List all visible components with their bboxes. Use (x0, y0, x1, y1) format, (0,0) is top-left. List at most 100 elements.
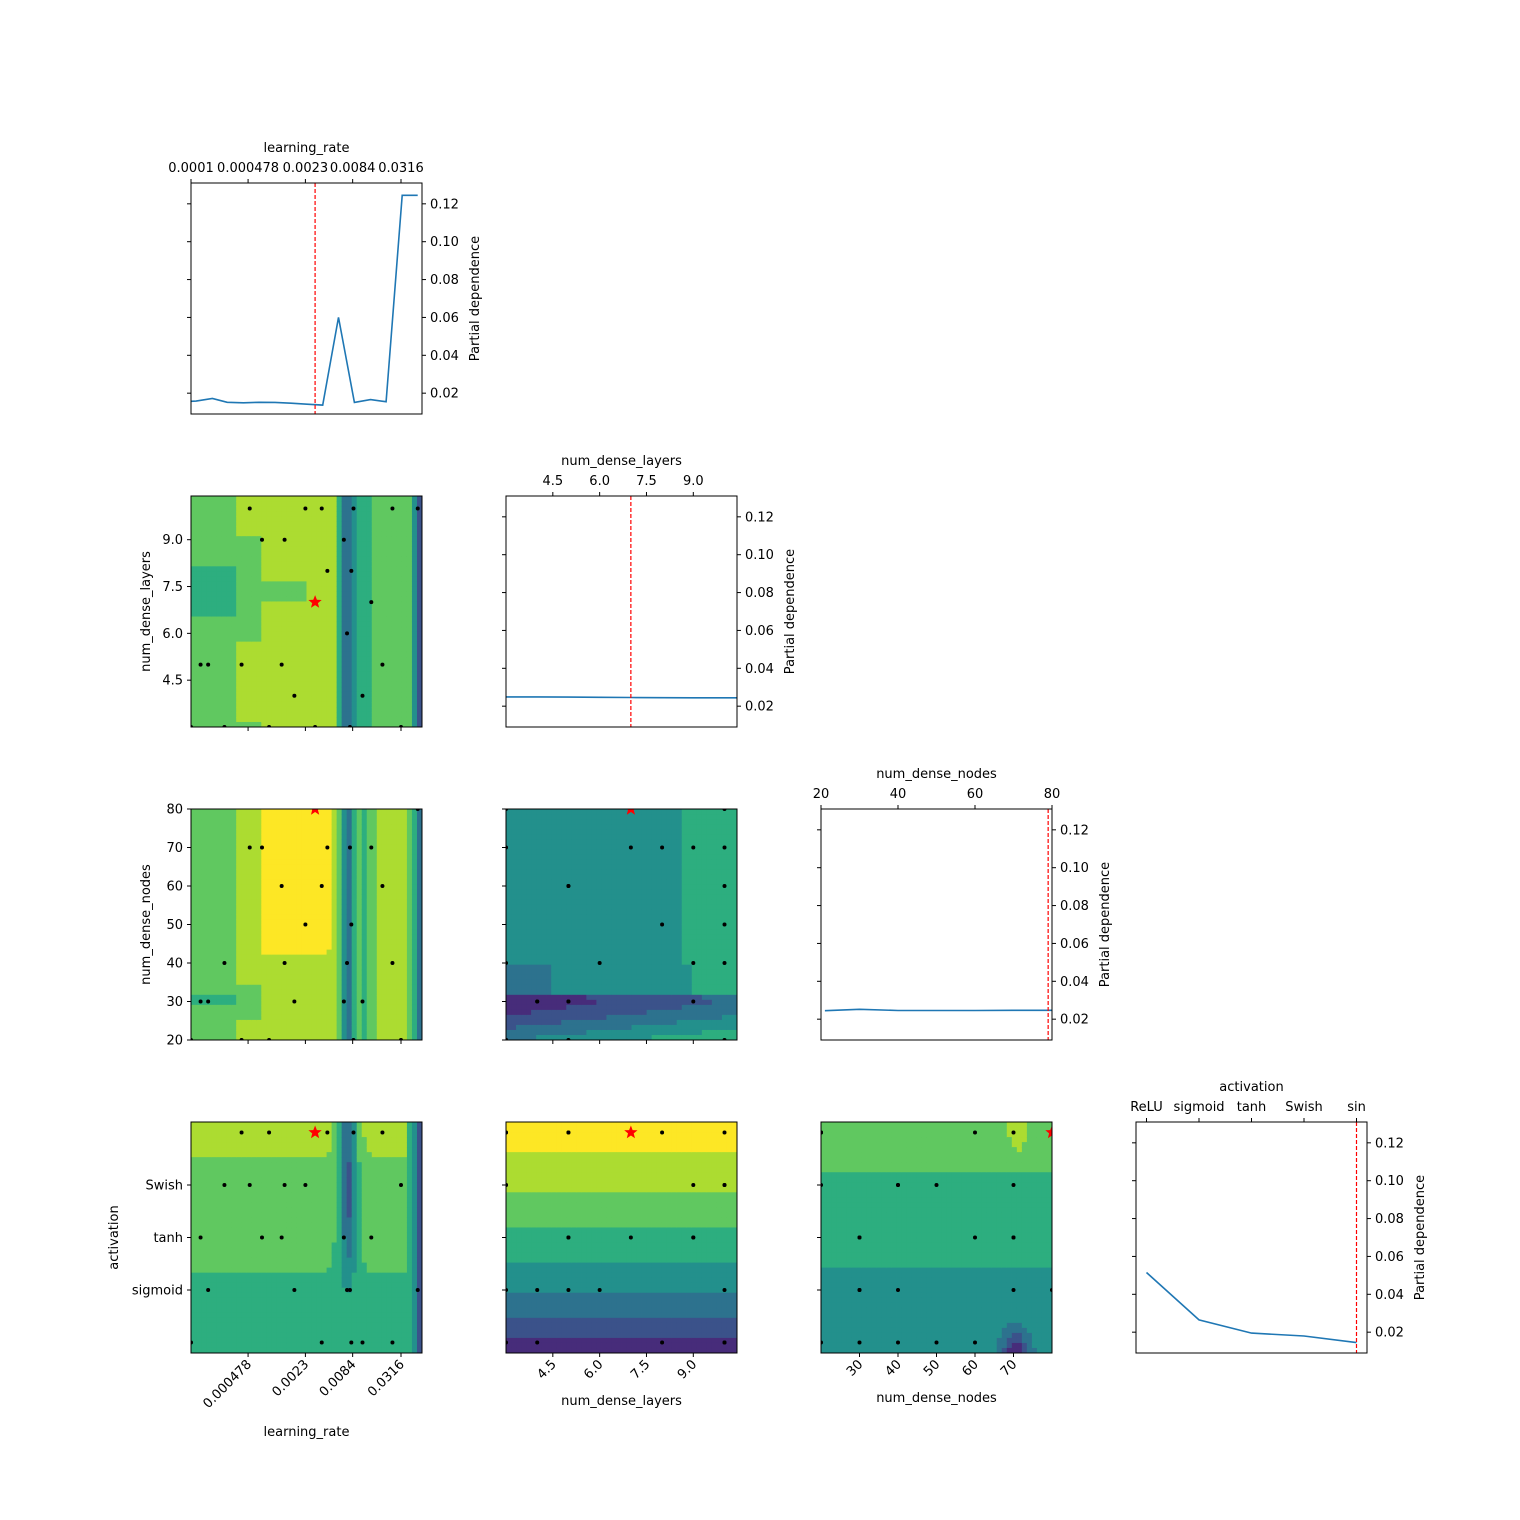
x-tick-label: 0.0316 (378, 161, 424, 176)
sample-point (628, 845, 633, 850)
sample-point (259, 537, 264, 542)
x-tick-label: 60 (967, 787, 984, 802)
y-tick-label: tanh (153, 1231, 183, 1246)
best-point-star (1045, 1125, 1052, 1139)
sample-point (345, 631, 350, 636)
sample-point (628, 1235, 633, 1240)
axes-frame (505, 1121, 738, 1354)
x-tick-label: 30 (844, 1357, 866, 1379)
x-axis-label: num_dense_nodes (876, 1391, 997, 1406)
sample-point (319, 506, 324, 511)
pd-panel-num_dense_nodes: 0.02 0.04 0.06 0.08 0.10 0.12 Partial dependen… (813, 767, 1113, 1041)
sample-point (722, 1288, 727, 1292)
sample-point (206, 662, 211, 667)
sample-point (380, 884, 385, 888)
sample-point (345, 1288, 350, 1292)
sample-point (303, 1183, 308, 1187)
y-tick-label: 0.02 (1375, 1326, 1404, 1341)
y-tick-label: 0.12 (1375, 1136, 1404, 1151)
best-point-star (308, 1125, 322, 1139)
x-tick-label: 80 (1044, 787, 1061, 802)
sample-point (722, 1130, 727, 1135)
best-point-star (311, 809, 320, 815)
sample-point (857, 1235, 862, 1240)
sample-point (691, 999, 696, 1004)
sample-point (303, 506, 308, 511)
y-tick-label: 0.02 (745, 700, 774, 715)
contour-panel-activation-vs-learning_rate: sigmoid tanh Swish activation 0.000478 0.0023… (107, 1121, 423, 1440)
sample-point (282, 961, 287, 965)
x-tick-label: ReLU (1130, 1100, 1163, 1115)
sample-point (722, 961, 727, 965)
sample-point (691, 1235, 696, 1240)
sample-point (369, 1235, 374, 1240)
x-tick-label: sigmoid (1173, 1100, 1224, 1115)
x-axis-label: learning_rate (264, 141, 350, 156)
pd-axis-label: Partial dependence (1413, 1175, 1428, 1300)
sample-point (360, 1340, 365, 1345)
pd-panel-num_dense_layers: 0.02 0.04 0.06 0.08 0.10 0.12 Partial dependen… (502, 454, 798, 728)
sample-point (535, 999, 540, 1004)
y-tick-label: 30 (166, 995, 183, 1010)
sample-point (691, 961, 696, 965)
x-tick-label: sin (1347, 1100, 1366, 1115)
sample-point (351, 506, 356, 511)
sample-point (722, 1340, 727, 1345)
sample-point (660, 845, 665, 850)
y-tick-label: 0.08 (745, 586, 774, 601)
x-axis-label: learning_rate (264, 1425, 350, 1440)
sample-point (857, 1340, 862, 1345)
best-point-star (626, 809, 635, 815)
sample-point (660, 1130, 665, 1135)
sample-point (390, 506, 395, 511)
sample-point (292, 999, 297, 1004)
sample-point (415, 506, 420, 511)
contour-panel-activation-vs-num_dense_layers: 4.5 6.0 7.5 9.0 num_dense_layers (502, 1121, 738, 1409)
axes-frame (190, 182, 423, 415)
sample-point (566, 1288, 571, 1292)
sample-point (341, 1235, 346, 1240)
x-tick-label: 0.0001 (168, 161, 214, 176)
sample-point (349, 568, 354, 573)
sample-point (934, 1340, 939, 1345)
axes-frame (820, 1121, 1053, 1354)
x-tick-label: 20 (813, 787, 830, 802)
sample-point (896, 1340, 900, 1345)
sample-point (325, 568, 330, 573)
x-tick-label: 0.0023 (283, 161, 329, 176)
x-tick-label: 7.5 (628, 1357, 653, 1382)
y-tick-label: 0.06 (430, 311, 459, 326)
y-tick-label: sigmoid (132, 1284, 183, 1299)
subplot-grid: 0.02 0.04 0.06 0.08 0.10 0.12 Partial dependen… (107, 141, 1428, 1440)
y-tick-label: 0.12 (430, 197, 459, 212)
x-tick-label: 60 (960, 1357, 982, 1379)
sample-point (896, 1183, 900, 1187)
y-tick-label: 0.08 (430, 273, 459, 288)
contour-fill (191, 809, 422, 1040)
sample-point (566, 999, 571, 1004)
pd-axis-label: Partial dependence (468, 236, 483, 361)
y-tick-label: 0.06 (745, 624, 774, 639)
axes-frame (1135, 1121, 1368, 1354)
x-tick-label: 40 (890, 787, 907, 802)
y-axis-label: activation (107, 1205, 122, 1269)
sample-point (597, 961, 602, 965)
sample-point (198, 1235, 203, 1240)
sample-point (1011, 1235, 1016, 1240)
sample-point (398, 1183, 403, 1187)
x-tick-label: 4.5 (542, 474, 563, 489)
axes-frame (190, 1121, 423, 1354)
sample-point (566, 884, 571, 888)
sample-point (691, 845, 696, 850)
x-tick-label: 0.0023 (269, 1357, 312, 1400)
x-tick-label: 40 (883, 1357, 905, 1379)
y-tick-label: 7.5 (162, 580, 183, 595)
sample-point (206, 1288, 211, 1292)
axes-frame (190, 495, 423, 728)
y-tick-label: Swish (145, 1179, 183, 1194)
sample-point (247, 506, 252, 511)
sample-point (259, 845, 264, 850)
sample-point (347, 1288, 352, 1292)
sample-point (279, 662, 284, 667)
sample-point (566, 1130, 571, 1135)
